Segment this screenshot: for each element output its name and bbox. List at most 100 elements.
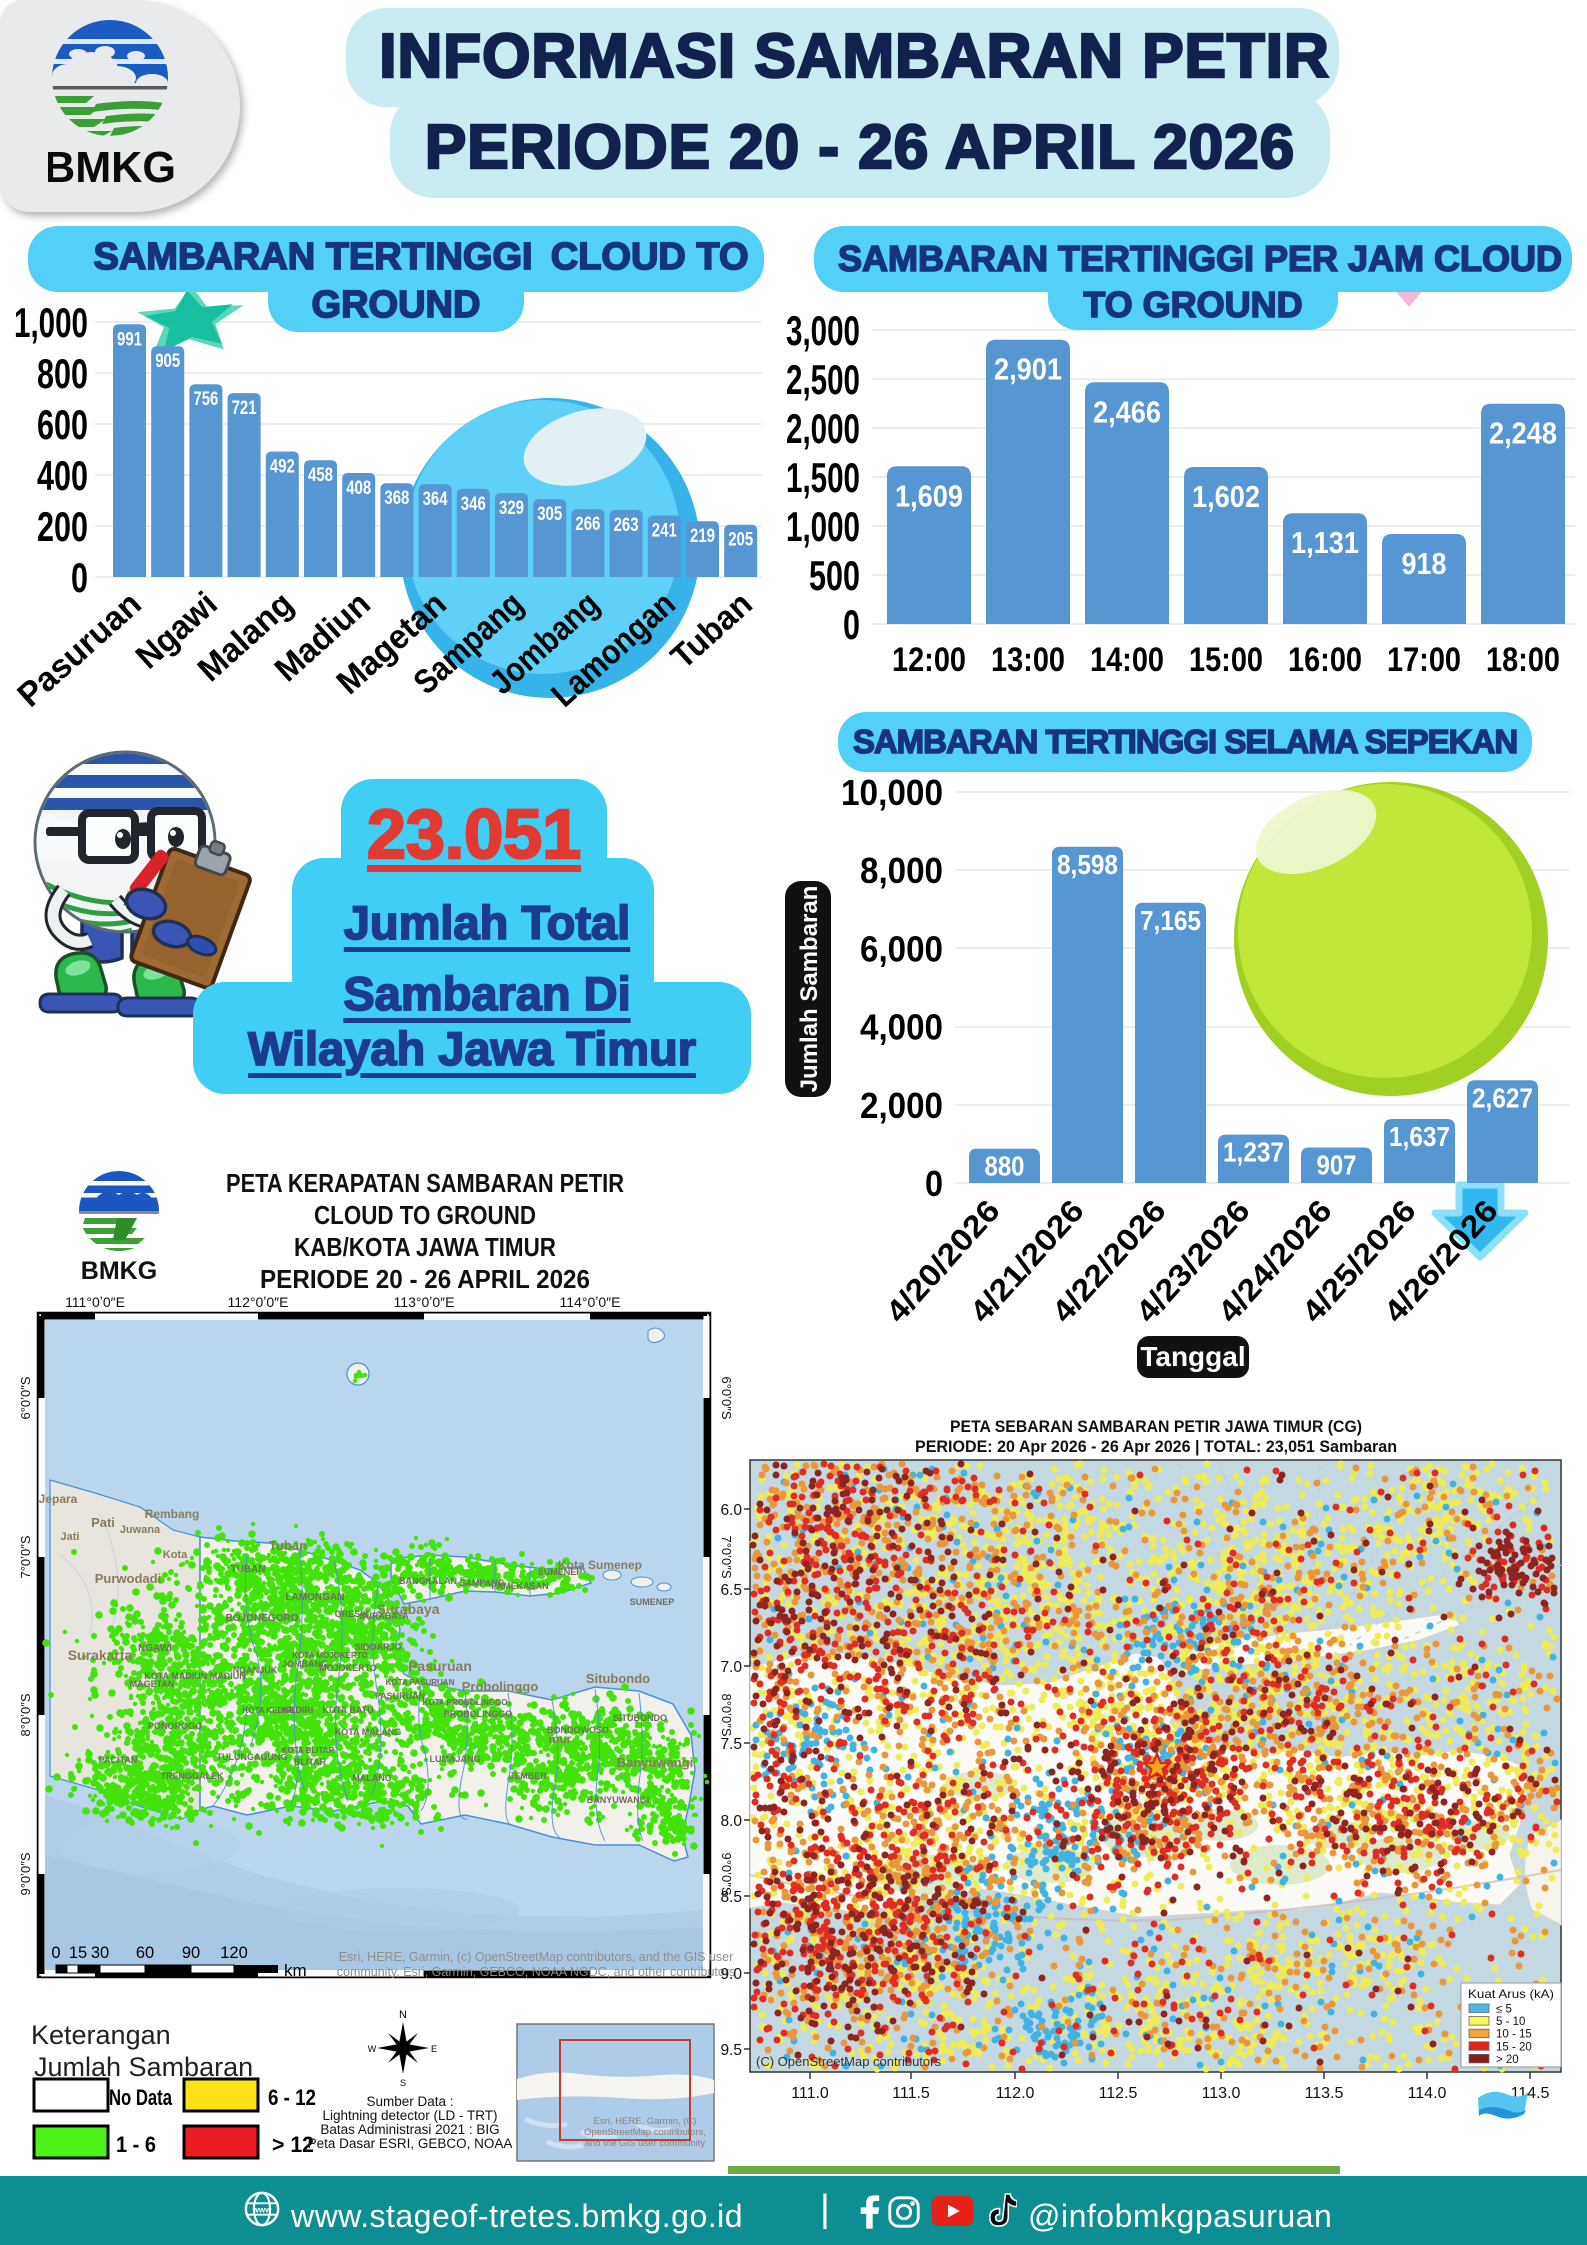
svg-text:PERIODE 20 - 26 APRIL 2026: PERIODE 20 - 26 APRIL 2026 — [260, 1264, 590, 1294]
svg-text:4,000: 4,000 — [860, 1007, 943, 1048]
svg-text:756: 756 — [193, 389, 218, 410]
svg-text:SAMPANG: SAMPANG — [459, 1578, 504, 1588]
svg-text:15: 15 — [69, 1944, 87, 1962]
svg-text:266: 266 — [575, 514, 600, 535]
svg-text:Tuban: Tuban — [269, 1538, 307, 1553]
svg-text:PETA SEBARAN SAMBARAN PETIR JA: PETA SEBARAN SAMBARAN PETIR JAWA TIMUR (… — [950, 1418, 1362, 1436]
svg-text:111.0: 111.0 — [791, 2085, 829, 2102]
svg-text:GRESIK: GRESIK — [335, 1609, 370, 1619]
svg-text:(C) OpenStreetMap contributors: (C) OpenStreetMap contributors — [756, 2054, 941, 2069]
svg-text:17:00: 17:00 — [1387, 641, 1461, 679]
svg-text:Sumber Data :: Sumber Data : — [366, 2094, 453, 2109]
svg-text:114°0ʼ0″E: 114°0ʼ0″E — [560, 1294, 621, 1310]
svg-text:7,165: 7,165 — [1140, 905, 1201, 936]
svg-text:Surabaya: Surabaya — [376, 1601, 439, 1617]
svg-text:SIDOARJO: SIDOARJO — [354, 1642, 401, 1652]
svg-text:15:00: 15:00 — [1189, 641, 1263, 679]
svg-text:SURABAYA: SURABAYA — [359, 1611, 409, 1621]
svg-text:Pasuruan: Pasuruan — [10, 585, 148, 715]
svg-text:Keterangan: Keterangan — [31, 2020, 171, 2050]
svg-text:E: E — [431, 2044, 437, 2054]
svg-text:> 12: > 12 — [272, 2132, 314, 2157]
svg-text:Esri, HERE, Garmin, (c) OpenSt: Esri, HERE, Garmin, (c) OpenStreetMap co… — [339, 1950, 734, 1964]
svg-text:18:00: 18:00 — [1486, 641, 1560, 679]
svg-text:30: 30 — [91, 1944, 109, 1962]
svg-text:329: 329 — [499, 498, 524, 519]
svg-text:PERIODE: 20 Apr 2026 - 26 Apr: PERIODE: 20 Apr 2026 - 26 Apr 2026 | TOT… — [915, 1438, 1397, 1456]
svg-text:6,000: 6,000 — [860, 928, 943, 969]
svg-text:364: 364 — [423, 489, 448, 510]
svg-text:CLOUD TO GROUND: CLOUD TO GROUND — [314, 1200, 536, 1230]
svg-text:MAGETAN: MAGETAN — [130, 1679, 175, 1689]
svg-text:KOTA KEDIRI: KOTA KEDIRI — [242, 1706, 293, 1715]
svg-text:2,000: 2,000 — [860, 1085, 943, 1126]
svg-text:60: 60 — [136, 1944, 154, 1962]
svg-text:6°0ʼ0″S: 6°0ʼ0″S — [719, 1376, 734, 1419]
svg-text:JOMBANG: JOMBANG — [282, 1659, 328, 1669]
svg-text:113.5: 113.5 — [1305, 2085, 1344, 2102]
svg-text:368: 368 — [384, 488, 409, 509]
svg-text:905: 905 — [155, 351, 180, 372]
svg-text:14:00: 14:00 — [1090, 641, 1164, 679]
svg-text:Jumlah Sambaran: Jumlah Sambaran — [34, 2052, 253, 2082]
svg-text:KOTA MADIUN MADIUN: KOTA MADIUN MADIUN — [144, 1671, 246, 1681]
svg-text:90: 90 — [182, 1944, 200, 1962]
svg-text:500: 500 — [809, 552, 860, 599]
svg-text:16:00: 16:00 — [1288, 641, 1362, 679]
svg-text:1,609: 1,609 — [895, 478, 963, 513]
svg-text:Batas Administrasi 2021 : BIG: Batas Administrasi 2021 : BIG — [320, 2122, 499, 2137]
svg-text:W: W — [368, 2044, 377, 2054]
svg-text:10,000: 10,000 — [841, 772, 943, 813]
svg-text:KOTA MALANG: KOTA MALANG — [335, 1727, 402, 1737]
svg-text:113.0: 113.0 — [1202, 2085, 1241, 2102]
svg-text:6.0: 6.0 — [720, 1502, 742, 1519]
svg-text:Peta Dasar ESRI, GEBCO, NOAA: Peta Dasar ESRI, GEBCO, NOAA — [308, 2136, 513, 2151]
svg-text:PACITAN: PACITAN — [99, 1755, 138, 1765]
svg-text:1,000: 1,000 — [14, 299, 88, 346]
svg-text:Purwodadi: Purwodadi — [95, 1571, 161, 1586]
svg-text:1 - 6: 1 - 6 — [116, 2132, 156, 2157]
svg-text:2,466: 2,466 — [1093, 394, 1161, 429]
svg-text:15 - 20: 15 - 20 — [1496, 2041, 1532, 2053]
svg-text:0: 0 — [925, 1163, 943, 1204]
svg-text:N: N — [399, 2009, 407, 2021]
svg-text:SUMENEP: SUMENEP — [538, 1567, 583, 1577]
svg-text:991: 991 — [117, 329, 142, 350]
svg-text:No Data: No Data — [109, 2085, 173, 2110]
svg-text:km: km — [284, 1961, 307, 1980]
svg-text:111.5: 111.5 — [892, 2085, 930, 2102]
svg-text:205: 205 — [728, 530, 753, 551]
svg-text:KEDIRI: KEDIRI — [283, 1705, 314, 1715]
svg-text:263: 263 — [614, 515, 639, 536]
svg-text:907: 907 — [1317, 1150, 1357, 1181]
svg-text:1,602: 1,602 — [1192, 479, 1260, 514]
svg-text:2,248: 2,248 — [1489, 416, 1557, 451]
svg-text:9.0: 9.0 — [720, 1966, 742, 1983]
svg-text:and the GIS user community: and the GIS user community — [585, 2138, 706, 2149]
svg-text:KOTA BATU: KOTA BATU — [322, 1705, 373, 1715]
svg-text:Juwana: Juwana — [120, 1524, 161, 1536]
svg-text:219: 219 — [690, 526, 715, 547]
svg-text:NGAWI: NGAWI — [138, 1643, 172, 1654]
svg-text:8°0ʼ0″S: 8°0ʼ0″S — [719, 1693, 734, 1736]
svg-text:7°0ʼ0″S: 7°0ʼ0″S — [719, 1535, 734, 1578]
svg-text:1,237: 1,237 — [1223, 1137, 1284, 1168]
svg-text:6.5: 6.5 — [720, 1582, 742, 1599]
svg-text:PAMEKASAN: PAMEKASAN — [491, 1581, 548, 1591]
svg-text:1,637: 1,637 — [1389, 1121, 1450, 1152]
svg-text:BANGKALAN: BANGKALAN — [399, 1576, 457, 1586]
svg-text:6 - 12: 6 - 12 — [268, 2085, 316, 2110]
svg-text:2,000: 2,000 — [786, 405, 860, 452]
svg-text:PONOROGO: PONOROGO — [148, 1721, 202, 1731]
svg-text:8,000: 8,000 — [860, 850, 943, 891]
svg-text:13:00: 13:00 — [991, 641, 1065, 679]
svg-text:10 - 15: 10 - 15 — [1496, 2029, 1532, 2041]
svg-text:6°0ʼ0″S: 6°0ʼ0″S — [18, 1376, 33, 1419]
svg-text:BMKG: BMKG — [48, 143, 176, 192]
svg-text:114.0: 114.0 — [1408, 2085, 1447, 2102]
svg-text:721: 721 — [232, 398, 257, 419]
svg-text:S: S — [400, 2078, 406, 2088]
svg-text:Pati: Pati — [91, 1515, 115, 1530]
svg-text:Jumlah Sambaran: Jumlah Sambaran — [796, 886, 823, 1093]
svg-text:Lightning detector (LD - TRT): Lightning detector (LD - TRT) — [322, 2108, 497, 2123]
